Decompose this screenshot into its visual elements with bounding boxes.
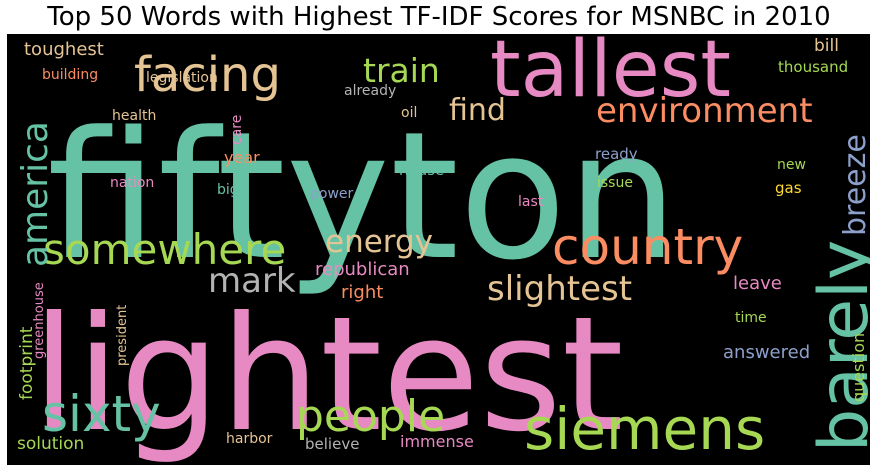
word-sixty: sixty (42, 385, 161, 443)
word-building: building (42, 67, 98, 83)
word-solution: solution (17, 434, 84, 454)
word-slightest: slightest (487, 269, 632, 309)
word-greenhouse: greenhouse (32, 282, 47, 359)
word-oil: oil (401, 105, 417, 121)
chart-title: Top 50 Words with Highest TF-IDF Scores … (47, 2, 831, 32)
word-mark: mark (208, 261, 296, 301)
word-right: right (341, 282, 383, 303)
word-house: house (399, 161, 444, 179)
word-big: big (217, 182, 239, 198)
word-facing: facing (134, 47, 281, 103)
word-leave: leave (733, 273, 782, 294)
word-care: care (229, 115, 245, 145)
word-energy: energy (325, 224, 433, 260)
cloud-background (7, 34, 870, 465)
word-toughest: toughest (24, 39, 104, 60)
word-people: people (296, 391, 445, 442)
word-thousand: thousand (778, 58, 848, 76)
word-republican: republican (315, 259, 410, 280)
word-bill: bill (814, 36, 839, 56)
word-fiftyton: fiftyton (47, 94, 678, 299)
word-time: time (735, 310, 767, 326)
word-issue: issue (597, 175, 633, 191)
word-harbor: harbor (226, 431, 273, 447)
word-nation: nation (110, 175, 154, 191)
word-lightest: lightest (32, 283, 624, 465)
word-question: question (849, 333, 868, 402)
word-immense: immense (400, 432, 474, 451)
word-legislation: legislation (146, 70, 218, 86)
word-siemens: siemens (524, 395, 765, 463)
word-president: president (115, 305, 130, 366)
word-already: already (344, 83, 396, 99)
word-train: train (363, 51, 440, 90)
word-somewhere: somewhere (43, 225, 286, 274)
word-america: america (15, 121, 56, 267)
word-barely: barely (805, 240, 870, 452)
word-country: country (552, 218, 743, 276)
word-find: find (449, 93, 506, 128)
word-last: last (518, 194, 544, 210)
word-believe: believe (305, 435, 359, 453)
word-year: year (224, 148, 260, 167)
word-environment: environment (596, 91, 813, 131)
word-gas: gas (775, 179, 802, 197)
word-tallest: tallest (490, 34, 731, 115)
word-health: health (112, 108, 156, 124)
word-footprint: footprint (17, 326, 37, 400)
word-ready: ready (595, 145, 638, 163)
word-new: new (777, 157, 806, 173)
word-answered: answered (723, 342, 810, 363)
word-power: power (310, 186, 354, 202)
word-breeze: breeze (838, 134, 870, 236)
